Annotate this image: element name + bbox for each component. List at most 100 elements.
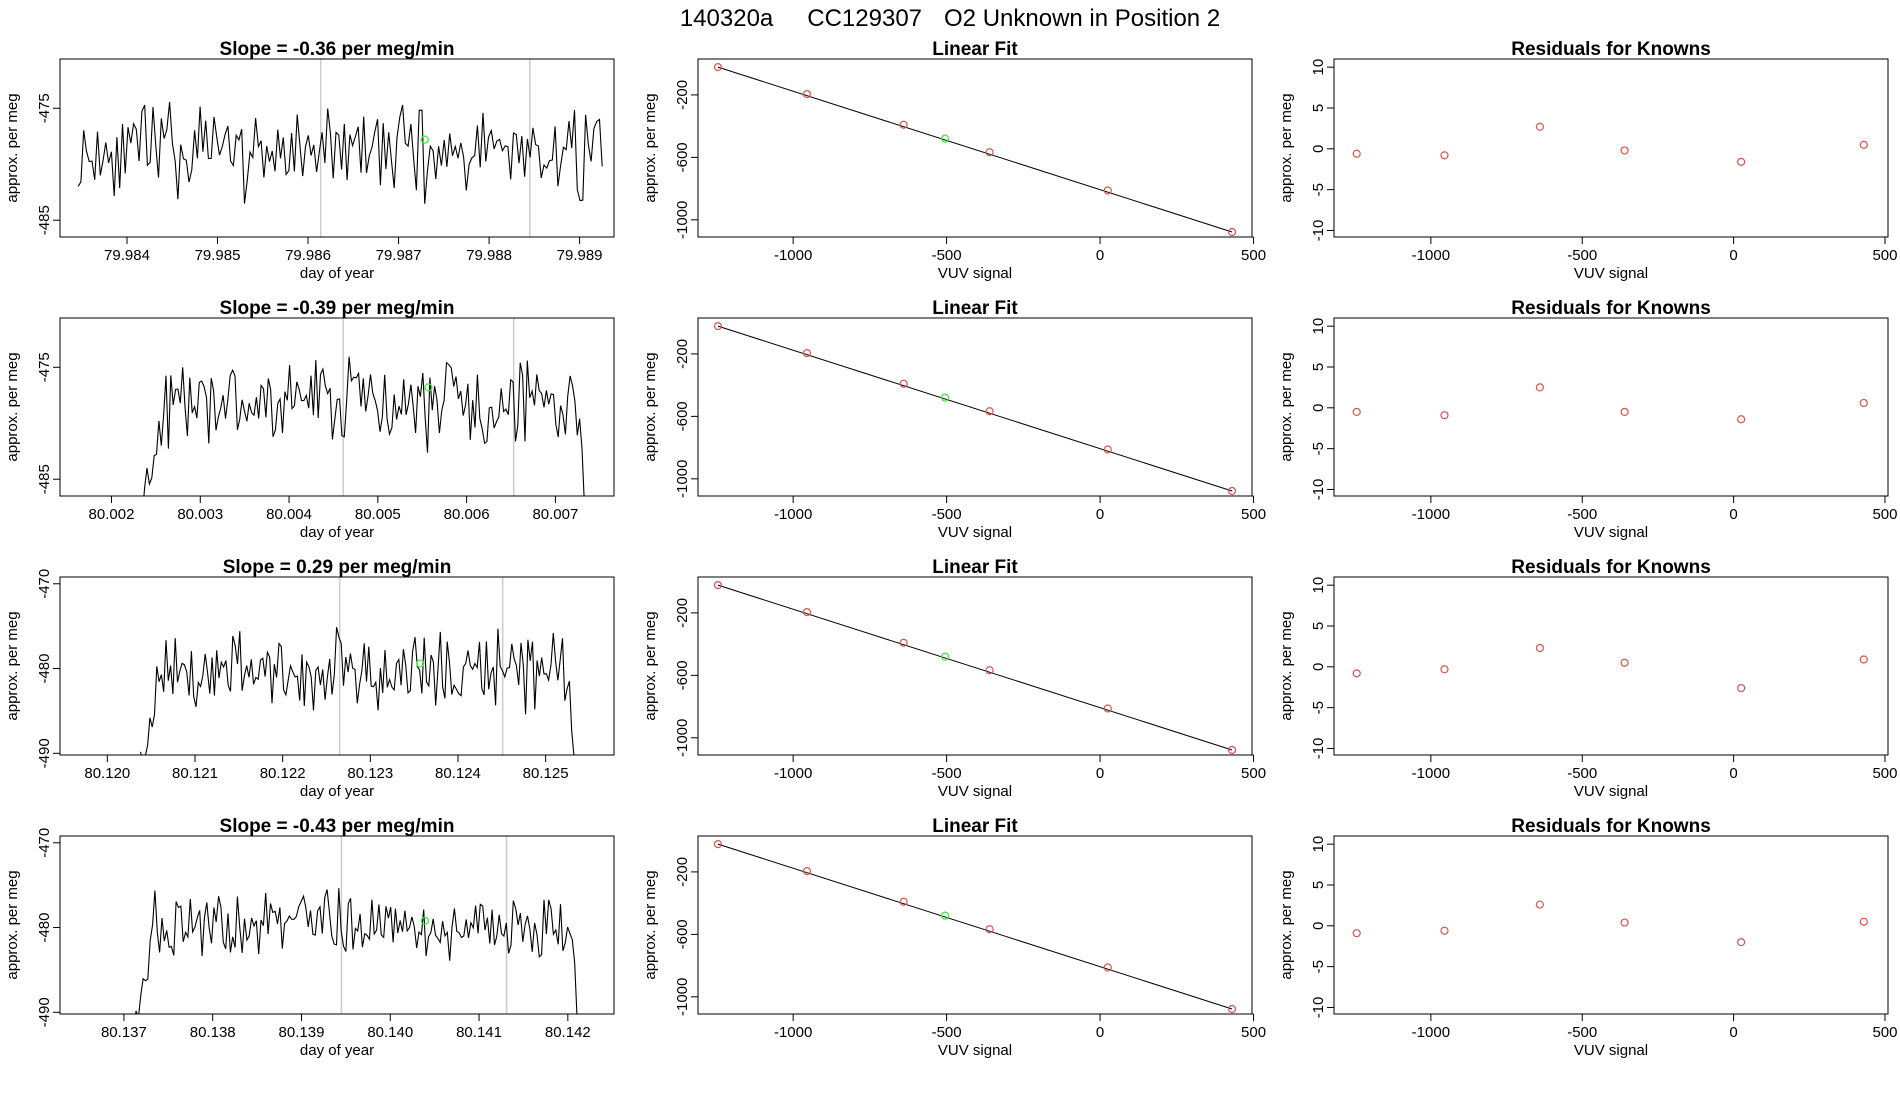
residual-point — [1859, 140, 1868, 149]
known-point — [1103, 186, 1112, 195]
panel-title: Linear Fit — [932, 557, 1018, 578]
plot-area — [713, 63, 1237, 237]
panel-title: Slope = -0.36 per meg/min — [220, 39, 455, 60]
y-tick-label: -5 — [1310, 183, 1327, 196]
residual-point — [1620, 407, 1629, 416]
y-tick-label: -490 — [36, 997, 53, 1027]
y-tick-label: -470 — [36, 569, 53, 599]
y-axis-label: approx. per meg — [1278, 611, 1295, 720]
x-tick-label: 80.124 — [435, 765, 481, 782]
y-tick-label: -475 — [36, 93, 53, 123]
panel-title: Slope = -0.39 per meg/min — [220, 298, 455, 319]
known-point — [1103, 445, 1112, 454]
panel-r1-c1: 79.984 79.985 79.986 79.987 79.988 79.989 -475… — [4, 39, 615, 282]
y-tick-label: -470 — [36, 828, 53, 858]
x-tick-label: 80.123 — [347, 765, 393, 782]
known-point — [802, 608, 812, 617]
residual-point — [1440, 926, 1449, 935]
x-tick-label: 79.989 — [557, 247, 603, 264]
x-tick-label: -500 — [1567, 1024, 1597, 1041]
y-tick-label: -600 — [674, 401, 691, 431]
y-tick-label: 10 — [1310, 59, 1327, 76]
x-tick-label: -1000 — [774, 1024, 812, 1041]
y-axis-label: approx. per meg — [4, 93, 21, 202]
y-tick-label: 0 — [1310, 145, 1327, 153]
plot-frame — [1333, 576, 1889, 756]
x-tick-label: -1000 — [774, 765, 812, 782]
x-tick-label: 80.138 — [190, 1024, 236, 1041]
position-description: O2 Unknown in Position 2 — [944, 5, 1220, 32]
panel-r4-c1: 80.137 80.138 80.139 80.140 80.141 80.142 -470… — [4, 816, 615, 1059]
x-tick-label: 0 — [1729, 765, 1737, 782]
plot-frame — [697, 576, 1253, 756]
x-tick-label: 79.988 — [466, 247, 512, 264]
y-tick-label: 0 — [1310, 404, 1327, 412]
unknown-point — [940, 393, 950, 402]
panel-r2-c2: -1000 -500 0 500 -200 -600 -1000 Linear Fit VUV … — [642, 298, 1266, 541]
x-tick-label: -1000 — [774, 506, 812, 523]
residual-point — [1859, 917, 1868, 926]
residual-point — [1859, 398, 1868, 408]
x-axis-label: VUV signal — [938, 1042, 1012, 1059]
x-tick-label: 80.142 — [545, 1024, 591, 1041]
plot-frame — [697, 835, 1253, 1015]
y-tick-label: 5 — [1310, 363, 1327, 371]
y-axis-label: approx. per meg — [642, 352, 659, 461]
y-tick-label: -600 — [674, 142, 691, 172]
y-axis-label: approx. per meg — [1278, 352, 1295, 461]
residual-point — [1535, 122, 1544, 131]
x-tick-label: 0 — [1096, 1024, 1104, 1041]
y-tick-label: -1000 — [674, 719, 691, 757]
unknown-point — [940, 911, 950, 920]
known-point — [1227, 227, 1237, 237]
x-tick-label: -1000 — [1412, 506, 1450, 523]
residual-point — [1737, 415, 1746, 424]
plot-area — [713, 322, 1237, 496]
panel-r3-c2: -1000 -500 0 500 -200 -600 -1000 Linear Fit VUV … — [642, 557, 1266, 800]
x-tick-label: -500 — [932, 765, 962, 782]
x-tick-label: 80.137 — [101, 1024, 147, 1041]
unknown-point — [416, 659, 425, 668]
panel-title: Residuals for Knowns — [1511, 39, 1711, 60]
x-tick-label: 0 — [1729, 1024, 1737, 1041]
x-axis-label: VUV signal — [938, 265, 1012, 282]
y-tick-label: -1000 — [674, 978, 691, 1016]
x-tick-label: -1000 — [1412, 247, 1450, 264]
residual-point — [1620, 658, 1629, 667]
y-tick-label: -485 — [36, 464, 53, 494]
known-point — [985, 925, 994, 934]
residual-point — [1440, 151, 1449, 160]
x-axis-label: VUV signal — [1574, 783, 1648, 800]
x-tick-label: 79.985 — [195, 247, 241, 264]
y-axis-label: approx. per meg — [4, 611, 21, 720]
y-tick-label: -200 — [674, 339, 691, 369]
known-point — [899, 379, 908, 388]
data-trace — [77, 101, 603, 204]
known-point — [899, 120, 908, 129]
residual-point — [1535, 643, 1544, 653]
x-axis-label: day of year — [300, 524, 374, 541]
x-tick-label: 80.140 — [367, 1024, 413, 1041]
residual-point — [1737, 683, 1746, 693]
panel-title: Residuals for Knowns — [1511, 298, 1711, 319]
y-tick-label: -10 — [1310, 738, 1327, 760]
y-tick-label: 10 — [1310, 318, 1327, 335]
plot-frame — [59, 576, 615, 756]
data-trace — [140, 627, 575, 755]
x-tick-label: 0 — [1729, 506, 1737, 523]
fit-line — [717, 325, 1233, 492]
residual-point — [1352, 669, 1361, 678]
x-axis-label: VUV signal — [938, 783, 1012, 800]
y-tick-label: -10 — [1310, 479, 1327, 501]
x-tick-label: 80.003 — [177, 506, 223, 523]
plot-area — [135, 836, 578, 1014]
residual-point — [1620, 918, 1629, 927]
y-tick-label: 0 — [1310, 663, 1327, 671]
y-tick-label: -480 — [36, 913, 53, 943]
known-point — [713, 581, 723, 590]
x-tick-label: -500 — [1567, 765, 1597, 782]
x-tick-label: -500 — [1567, 247, 1597, 264]
known-point — [1103, 963, 1112, 972]
x-tick-label: -500 — [932, 1024, 962, 1041]
plot-area — [143, 318, 585, 496]
